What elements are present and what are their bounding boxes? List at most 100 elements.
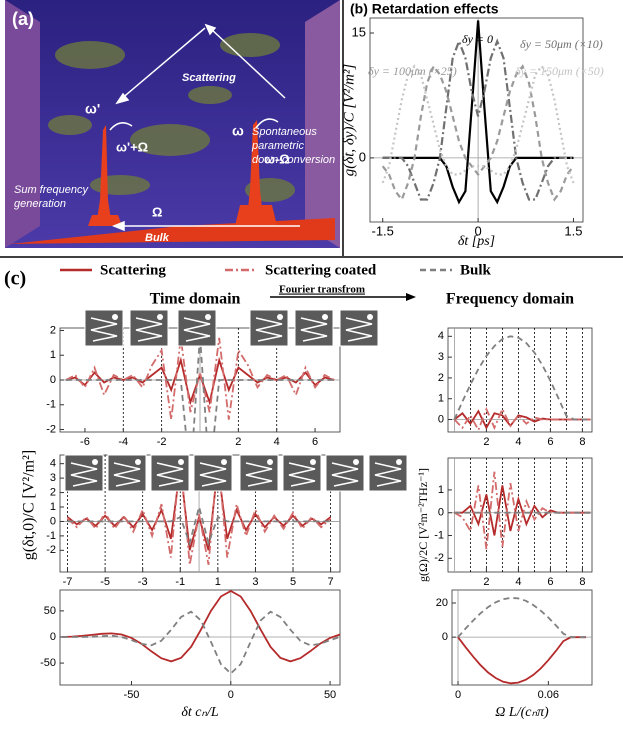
x-axis-label: δt cₙ/L	[181, 705, 219, 720]
icon-path	[113, 462, 141, 487]
y-tick-label: 0	[438, 413, 444, 425]
annotation: generation	[14, 198, 66, 210]
arrow-head	[406, 293, 416, 301]
series-annotation: δy = 50μm (×10)	[520, 37, 603, 51]
icon-path	[331, 462, 359, 487]
icon-dot	[112, 314, 118, 320]
icon-path	[288, 462, 316, 487]
icon-dot	[221, 459, 227, 465]
x-tick-label: -2	[157, 436, 167, 448]
x-tick-label: 4	[515, 576, 521, 588]
y-tick-label: 4	[438, 330, 444, 342]
series-line	[382, 38, 574, 201]
x-tick-label: -4	[118, 436, 128, 448]
x-tick-label: -50	[124, 689, 140, 701]
series-line	[454, 485, 591, 536]
series-line	[453, 471, 591, 550]
x-tick-label: 0.06	[538, 689, 559, 701]
icon-dot	[322, 314, 328, 320]
peak-left	[96, 125, 112, 226]
icon-dot	[277, 314, 283, 320]
annotation: parametric	[251, 140, 304, 152]
x-tick-label: 2	[483, 436, 489, 448]
icon-dot	[205, 314, 211, 320]
x-tick-label: 7	[328, 576, 334, 588]
y-tick-label: 0	[50, 374, 56, 386]
y-tick-label: 0	[50, 631, 56, 643]
y-axis-label: g(δt, δy)/C [V²/m²]	[341, 64, 357, 177]
legend-label: Bulk	[460, 262, 492, 278]
icon	[64, 454, 104, 492]
icon-dot	[310, 459, 316, 465]
x-tick-label: 0	[455, 689, 461, 701]
annotation: ω-Ω	[264, 151, 290, 166]
x-tick-label: -3	[138, 576, 148, 588]
y-tick-label: 0	[442, 631, 448, 643]
annotation: Scattering	[182, 72, 236, 84]
icon-path	[245, 462, 273, 487]
y-tick-label: 50	[44, 605, 56, 617]
series-line	[61, 590, 340, 663]
icon-path	[183, 317, 211, 342]
x-axis-label: δt [ps]	[458, 234, 495, 249]
chart: 2 4 6 8 -2 -1 0 1	[434, 457, 593, 588]
peak-right	[246, 120, 264, 226]
icon-dot	[178, 459, 184, 465]
annotation: ω'	[85, 101, 100, 117]
chart: 2 4 6 8 0 1 2 3 4	[438, 327, 593, 448]
y-axis-label: g(δt,0)/C [V²/m²]	[21, 450, 38, 560]
x-tick-label: 6	[312, 436, 318, 448]
series-line	[453, 335, 591, 421]
annotation: ω	[232, 123, 244, 139]
x-tick-label: 8	[579, 436, 585, 448]
y-tick-label: -2	[434, 552, 444, 564]
icon-path	[374, 462, 402, 487]
x-tick-label: -7	[63, 576, 73, 588]
series-annotation: δy = 0	[462, 32, 493, 46]
y-tick-label: 20	[436, 597, 448, 609]
series-line	[381, 64, 575, 184]
y-tick-label: -2	[46, 544, 56, 556]
icon-path	[90, 317, 118, 342]
series-line	[65, 335, 335, 432]
icon-dot	[135, 459, 141, 465]
legend-label: Scattering	[100, 262, 166, 278]
y-tick-label: -1	[46, 399, 56, 411]
plot-frame	[59, 589, 341, 686]
series-line	[457, 636, 586, 685]
annotation: Ω	[152, 204, 162, 219]
plot-frame	[447, 457, 593, 573]
icon-dot	[92, 459, 98, 465]
y-tick-label: 3	[438, 351, 444, 363]
x-tick-label: 2	[235, 436, 241, 448]
x-tick-label: 5	[290, 576, 296, 588]
y-tick-label: 2	[50, 324, 56, 336]
x-tick-label: 50	[324, 689, 336, 701]
icon-dot	[267, 459, 273, 465]
annotation: Sum frequency	[14, 184, 89, 196]
y-tick-label: 2	[438, 372, 444, 384]
icon-dot	[396, 459, 402, 465]
annotation: down-conversion	[252, 154, 335, 166]
chart-title: (b) Retardation effects	[350, 1, 499, 17]
arrows	[109, 23, 300, 232]
y-tick-label: -2	[46, 423, 56, 435]
icon-dot	[353, 459, 359, 465]
annotation: Spontaneous	[252, 126, 317, 138]
section-title: Frequency domain	[446, 291, 574, 308]
chart: -1.5 0 1.5 0 15 (b) Retardation effects g(δt, …	[341, 1, 584, 249]
icon-path	[300, 317, 328, 342]
y-tick-label: -50	[40, 657, 56, 669]
x-tick-label: 8	[579, 576, 585, 588]
series-annotation: δy = 100μm (×25)	[368, 64, 457, 78]
chart: 0 0.06 0 20 Ω L/(cₙπ)	[436, 589, 593, 720]
x-tick-label: 1.5	[564, 223, 582, 238]
y-tick-label: 1	[438, 484, 444, 496]
x-tick-label: 4	[274, 436, 280, 448]
series-line	[453, 406, 591, 432]
annotation: Bulk	[145, 232, 170, 244]
x-tick-label: -6	[80, 436, 90, 448]
x-tick-label: 4	[515, 436, 521, 448]
series-line	[67, 503, 331, 547]
